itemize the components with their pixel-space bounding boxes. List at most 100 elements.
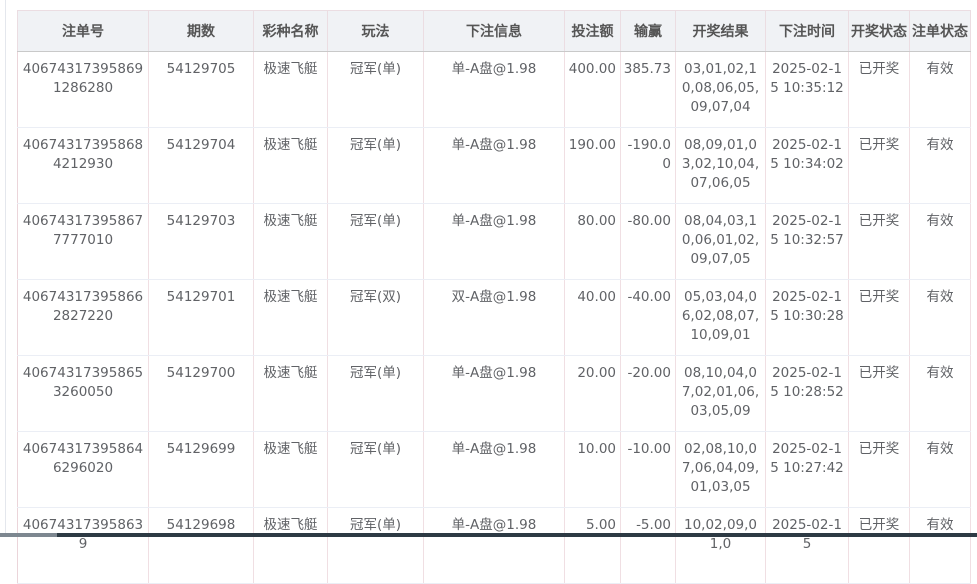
- cell-play: 冠军(单): [327, 355, 424, 432]
- cell-bet-info: 单-A盘@1.98: [423, 127, 565, 204]
- cell-time: 2025-02-15 10:34:02: [765, 127, 849, 204]
- column-header: 期数: [148, 10, 254, 52]
- column-header: 注单号: [17, 10, 149, 52]
- cell-bet-info: 单-A盘@1.98: [423, 355, 565, 432]
- cell-bet-info: 单-A盘@1.98: [423, 51, 565, 128]
- cell-win-loss: 385.73: [620, 51, 676, 128]
- cell-lottery: 极速飞艇: [253, 507, 328, 584]
- column-header: 输赢: [620, 10, 676, 52]
- cell-win-loss: -20.00: [620, 355, 676, 432]
- column-header: 彩种名称: [253, 10, 328, 52]
- cell-win-loss: -10.00: [620, 431, 676, 508]
- table-row: 406743173958662827220 54129701 极速飞艇 冠军(双) 双-…: [17, 279, 971, 356]
- cell-lottery: 极速飞艇: [253, 355, 328, 432]
- cell-time: 2025-02-15 10:35:12: [765, 51, 849, 128]
- cell-time: 2025-02-15 10:32:57: [765, 203, 849, 280]
- cell-draw-status: 已开奖: [848, 279, 910, 356]
- cell-bet-info: 双-A盘@1.98: [423, 279, 565, 356]
- cell-draw-status: 已开奖: [848, 355, 910, 432]
- cell-order-no: 406743173958677777010: [17, 203, 149, 280]
- table-row: 406743173958677777010 54129703 极速飞艇 冠军(单) 单-…: [17, 203, 971, 280]
- table-header: 注单号 期数 彩种名称 玩法 下注信息 投注额 输赢 开奖结果 下注时间 开奖状态 注单状态: [17, 10, 971, 52]
- cell-amount: 400.00: [564, 51, 621, 128]
- cell-order-status: 有效: [909, 355, 971, 432]
- column-header: 开奖状态: [848, 10, 910, 52]
- table-row: 406743173958646296020 54129699 极速飞艇 冠军(单) 单-…: [17, 431, 971, 508]
- table-row: 406743173958653260050 54129700 极速飞艇 冠军(单) 单-…: [17, 355, 971, 432]
- cell-amount: 5.00: [564, 507, 621, 584]
- cell-order-no: 406743173958691286280: [17, 51, 149, 128]
- cell-win-loss: -80.00: [620, 203, 676, 280]
- cell-win-loss: -5.00: [620, 507, 676, 584]
- cell-order-status: 有效: [909, 279, 971, 356]
- column-header: 注单状态: [909, 10, 971, 52]
- cell-result: 02,08,10,07,06,04,09,01,03,05: [675, 431, 766, 508]
- cell-amount: 190.00: [564, 127, 621, 204]
- cell-order-no: 406743173958639: [17, 507, 149, 584]
- cell-lottery: 极速飞艇: [253, 431, 328, 508]
- cell-time: 2025-02-15 10:27:42: [765, 431, 849, 508]
- cell-order-no: 406743173958646296020: [17, 431, 149, 508]
- cell-bet-info: 单-A盘@1.98: [423, 431, 565, 508]
- cell-time: 2025-02-15 10:28:52: [765, 355, 849, 432]
- horizontal-scrollbar[interactable]: [0, 533, 977, 537]
- column-header: 下注信息: [423, 10, 565, 52]
- cell-order-status: 有效: [909, 51, 971, 128]
- cell-win-loss: -40.00: [620, 279, 676, 356]
- cell-order-status: 有效: [909, 507, 971, 584]
- cell-order-no: 406743173958684212930: [17, 127, 149, 204]
- cell-play: 冠军(双): [327, 279, 424, 356]
- cell-issue: 54129698: [148, 507, 254, 584]
- cell-issue: 54129701: [148, 279, 254, 356]
- column-header: 下注时间: [765, 10, 849, 52]
- cell-order-no: 406743173958653260050: [17, 355, 149, 432]
- cell-order-status: 有效: [909, 203, 971, 280]
- cell-play: 冠军(单): [327, 507, 424, 584]
- table-row: 406743173958684212930 54129704 极速飞艇 冠军(单) 单-…: [17, 127, 971, 204]
- cell-lottery: 极速飞艇: [253, 203, 328, 280]
- cell-play: 冠军(单): [327, 431, 424, 508]
- cell-result: 10,02,09,01,0: [675, 507, 766, 584]
- cell-issue: 54129705: [148, 51, 254, 128]
- cell-draw-status: 已开奖: [848, 203, 910, 280]
- cell-draw-status: 已开奖: [848, 507, 910, 584]
- cell-order-status: 有效: [909, 127, 971, 204]
- scrollbar-thumb[interactable]: [0, 533, 57, 537]
- cell-result: 05,03,04,06,02,08,07,10,09,01: [675, 279, 766, 356]
- cell-result: 08,04,03,10,06,01,02,09,07,05: [675, 203, 766, 280]
- cell-result: 08,09,01,03,02,10,04,07,06,05: [675, 127, 766, 204]
- cell-play: 冠军(单): [327, 51, 424, 128]
- cell-draw-status: 已开奖: [848, 431, 910, 508]
- cell-order-status: 有效: [909, 431, 971, 508]
- cell-amount: 80.00: [564, 203, 621, 280]
- cell-time: 2025-02-15: [765, 507, 849, 584]
- cell-lottery: 极速飞艇: [253, 279, 328, 356]
- cell-result: 08,10,04,07,02,01,06,03,05,09: [675, 355, 766, 432]
- cell-bet-info: 单-A盘@1.98: [423, 203, 565, 280]
- cell-order-no: 406743173958662827220: [17, 279, 149, 356]
- cell-bet-info: 单-A盘@1.98: [423, 507, 565, 584]
- table-row: 406743173958639 54129698 极速飞艇 冠军(单) 单-A盘@1.9…: [17, 507, 971, 584]
- cell-play: 冠军(单): [327, 127, 424, 204]
- cell-amount: 10.00: [564, 431, 621, 508]
- table-row: 406743173958691286280 54129705 极速飞艇 冠军(单) 单-…: [17, 51, 971, 128]
- cell-lottery: 极速飞艇: [253, 127, 328, 204]
- column-header: 开奖结果: [675, 10, 766, 52]
- cell-win-loss: -190.00: [620, 127, 676, 204]
- column-header: 投注额: [564, 10, 621, 52]
- bet-records-table: 注单号 期数 彩种名称 玩法 下注信息 投注额 输赢 开奖结果 下注时间 开奖状态 注单状态 406…: [17, 10, 971, 584]
- cell-issue: 54129700: [148, 355, 254, 432]
- cell-draw-status: 已开奖: [848, 127, 910, 204]
- cell-amount: 40.00: [564, 279, 621, 356]
- cell-lottery: 极速飞艇: [253, 51, 328, 128]
- cell-issue: 54129699: [148, 431, 254, 508]
- cell-issue: 54129703: [148, 203, 254, 280]
- cell-draw-status: 已开奖: [848, 51, 910, 128]
- cell-play: 冠军(单): [327, 203, 424, 280]
- cell-amount: 20.00: [564, 355, 621, 432]
- left-border: [5, 0, 6, 537]
- cell-result: 03,01,02,10,08,06,05,09,07,04: [675, 51, 766, 128]
- cell-time: 2025-02-15 10:30:28: [765, 279, 849, 356]
- cell-issue: 54129704: [148, 127, 254, 204]
- column-header: 玩法: [327, 10, 424, 52]
